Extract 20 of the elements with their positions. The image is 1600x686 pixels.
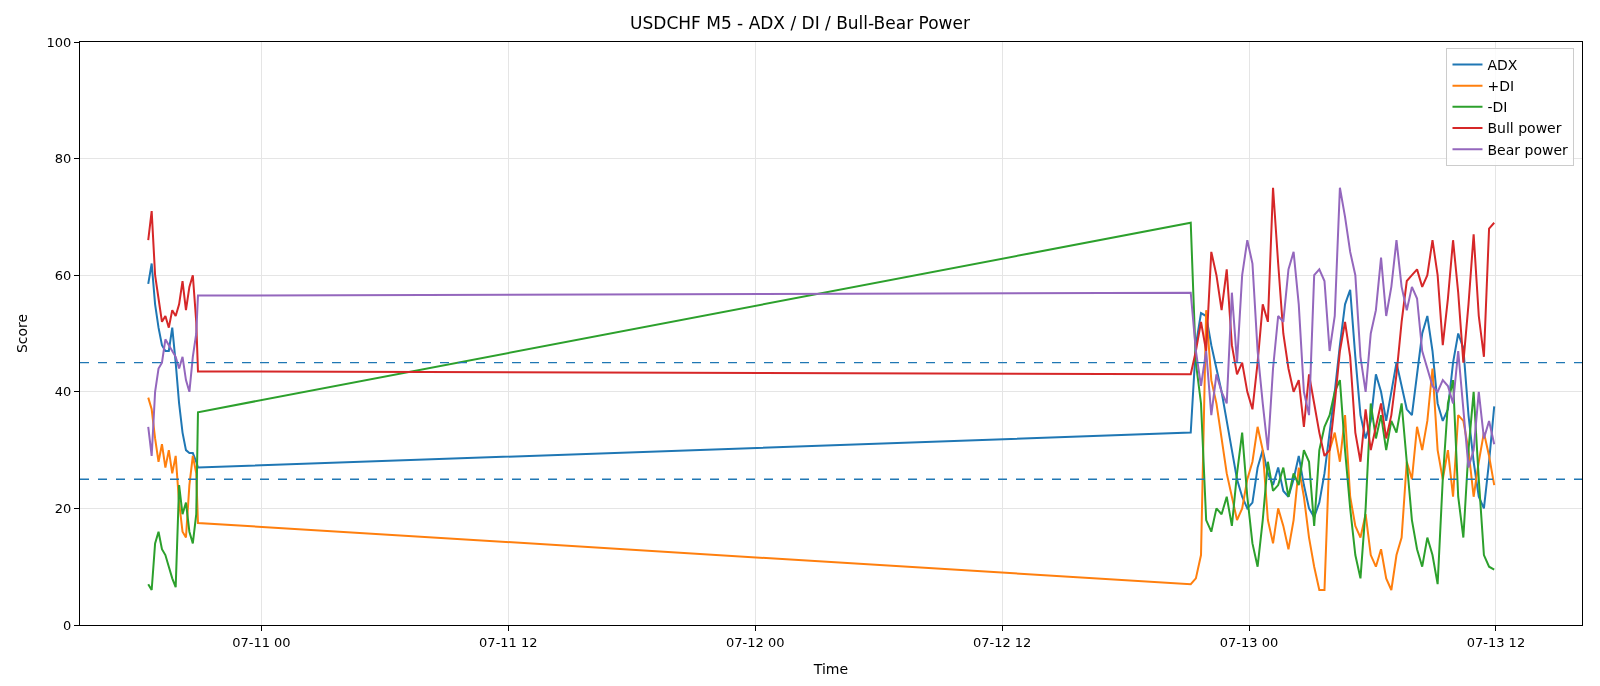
y-tick-label: 0: [63, 617, 72, 633]
y-tick-label: 40: [54, 384, 72, 400]
y-axis-title: Score: [14, 313, 31, 354]
legend-label: Bear power: [1487, 141, 1569, 158]
y-tick-label: 100: [46, 34, 72, 50]
x-tick-label: 07-13 12: [1466, 634, 1526, 650]
x-tick-label: 07-13 00: [1219, 634, 1279, 650]
x-tick-label: 07-12 00: [725, 634, 785, 650]
x-tick-label: 07-11 12: [479, 634, 538, 650]
legend-label: -DI: [1487, 99, 1508, 116]
y-tick-label: 20: [54, 500, 72, 516]
x-tick-label: 07-12 12: [972, 634, 1032, 650]
legend-label: ADX: [1487, 56, 1518, 73]
x-axis-title: Time: [812, 660, 849, 677]
x-tick-label: 07-11 00: [232, 634, 291, 650]
y-tick-label: 80: [54, 151, 72, 167]
y-tick-label: 60: [54, 267, 72, 283]
legend-label: +DI: [1487, 78, 1515, 95]
legend-label: Bull power: [1487, 120, 1562, 137]
chart-title: USDCHF M5 - ADX / DI / Bull-Bear Power: [630, 13, 970, 34]
